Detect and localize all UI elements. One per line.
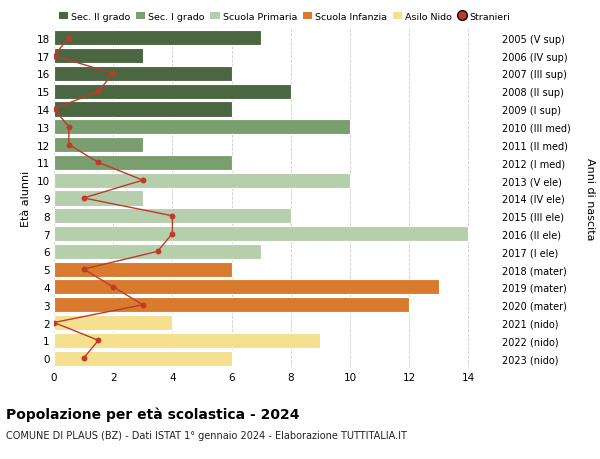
Point xyxy=(79,195,88,202)
Bar xyxy=(54,120,350,135)
Point xyxy=(94,88,103,95)
Point xyxy=(64,124,74,131)
Point xyxy=(79,266,88,273)
Bar xyxy=(54,333,320,348)
Bar xyxy=(54,244,261,259)
Point xyxy=(49,53,59,60)
Bar xyxy=(54,351,232,366)
Point xyxy=(94,337,103,344)
Point xyxy=(64,141,74,149)
Point xyxy=(138,177,148,185)
Bar xyxy=(54,84,291,100)
Point xyxy=(79,355,88,362)
Bar xyxy=(54,191,143,206)
Bar xyxy=(54,138,143,153)
Point xyxy=(64,35,74,42)
Text: COMUNE DI PLAUS (BZ) - Dati ISTAT 1° gennaio 2024 - Elaborazione TUTTITALIA.IT: COMUNE DI PLAUS (BZ) - Dati ISTAT 1° gen… xyxy=(6,431,407,441)
Point xyxy=(109,71,118,78)
Point xyxy=(94,159,103,167)
Bar xyxy=(54,156,232,171)
Point xyxy=(153,248,163,256)
Bar xyxy=(54,49,143,64)
Bar xyxy=(54,31,261,46)
Bar xyxy=(54,173,350,188)
Y-axis label: Età alunni: Età alunni xyxy=(21,170,31,227)
Legend: Sec. II grado, Sec. I grado, Scuola Primaria, Scuola Infanzia, Asilo Nido, Stran: Sec. II grado, Sec. I grado, Scuola Prim… xyxy=(59,13,511,22)
Bar xyxy=(54,102,232,118)
Point xyxy=(167,230,177,238)
Bar xyxy=(54,315,172,330)
Bar xyxy=(54,262,232,277)
Bar xyxy=(54,280,439,295)
Point xyxy=(167,213,177,220)
Bar xyxy=(54,297,409,313)
Point xyxy=(138,302,148,309)
Point xyxy=(49,319,59,326)
Point xyxy=(49,106,59,113)
Text: Popolazione per età scolastica - 2024: Popolazione per età scolastica - 2024 xyxy=(6,406,299,421)
Bar xyxy=(54,226,469,241)
Y-axis label: Anni di nascita: Anni di nascita xyxy=(585,157,595,240)
Bar xyxy=(54,67,232,82)
Bar xyxy=(54,209,291,224)
Point xyxy=(109,284,118,291)
